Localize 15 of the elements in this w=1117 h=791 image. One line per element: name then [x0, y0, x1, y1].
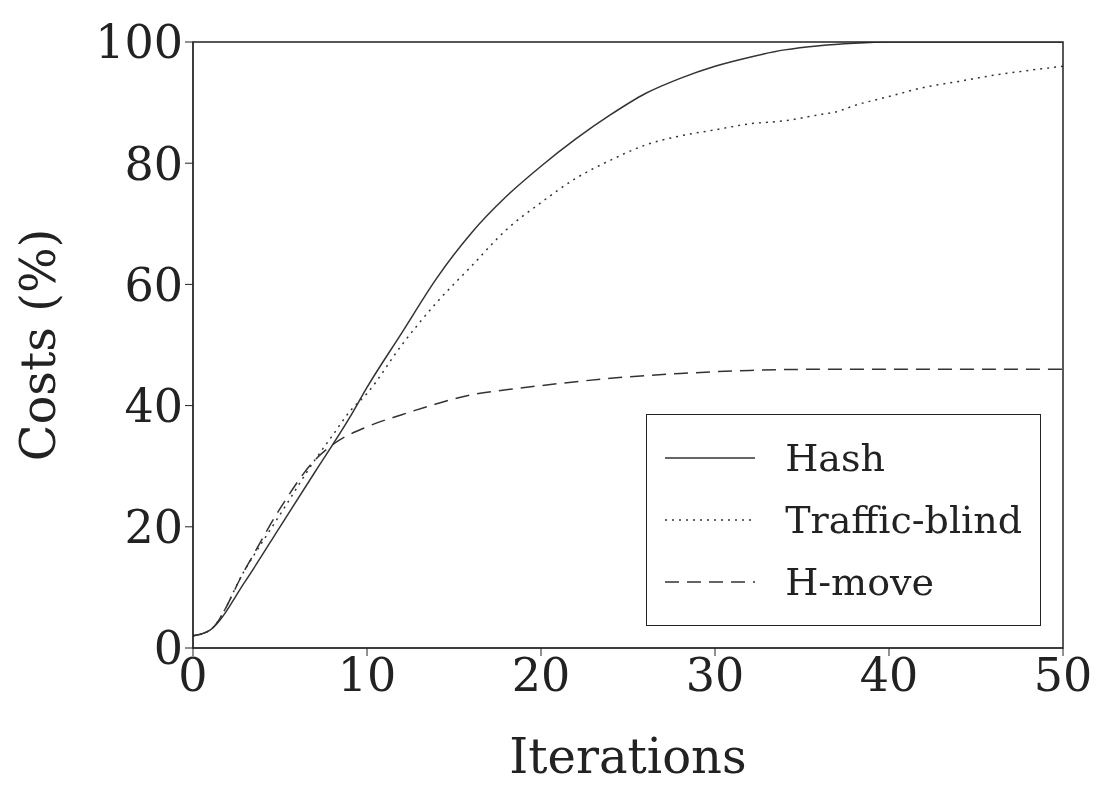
y-tick-label: 60	[124, 257, 183, 312]
y-tick-label: 40	[124, 378, 183, 433]
x-tick-label: 50	[1033, 647, 1093, 702]
y-axis-title: Costs (%)	[10, 228, 67, 462]
x-tick-label: 30	[685, 647, 745, 702]
legend-label: Hash	[785, 436, 885, 480]
legend-label: Traffic-blind	[785, 498, 1022, 542]
y-tick-label: 80	[124, 136, 183, 191]
y-tick-label: 20	[124, 500, 183, 555]
x-tick-label: 10	[337, 647, 397, 702]
y-tick-label: 100	[95, 15, 183, 70]
x-axis-title: Iterations	[509, 728, 747, 784]
legend-label: H-move	[785, 560, 934, 604]
x-tick-label: 20	[511, 647, 571, 702]
x-tick-label: 40	[859, 647, 919, 702]
